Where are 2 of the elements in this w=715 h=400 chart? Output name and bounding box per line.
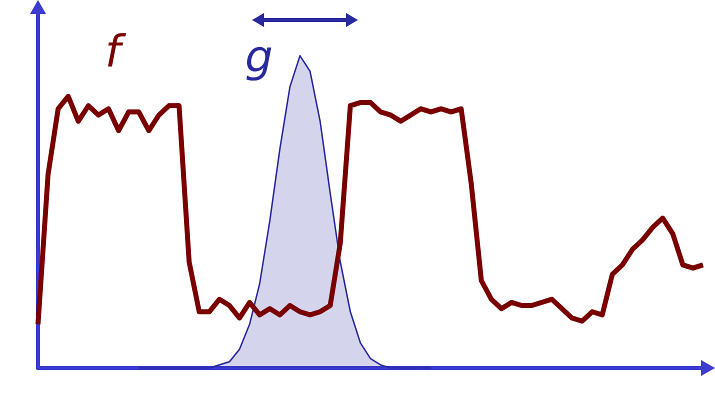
legend-label: g [245,32,273,82]
series-label: f [105,26,127,78]
